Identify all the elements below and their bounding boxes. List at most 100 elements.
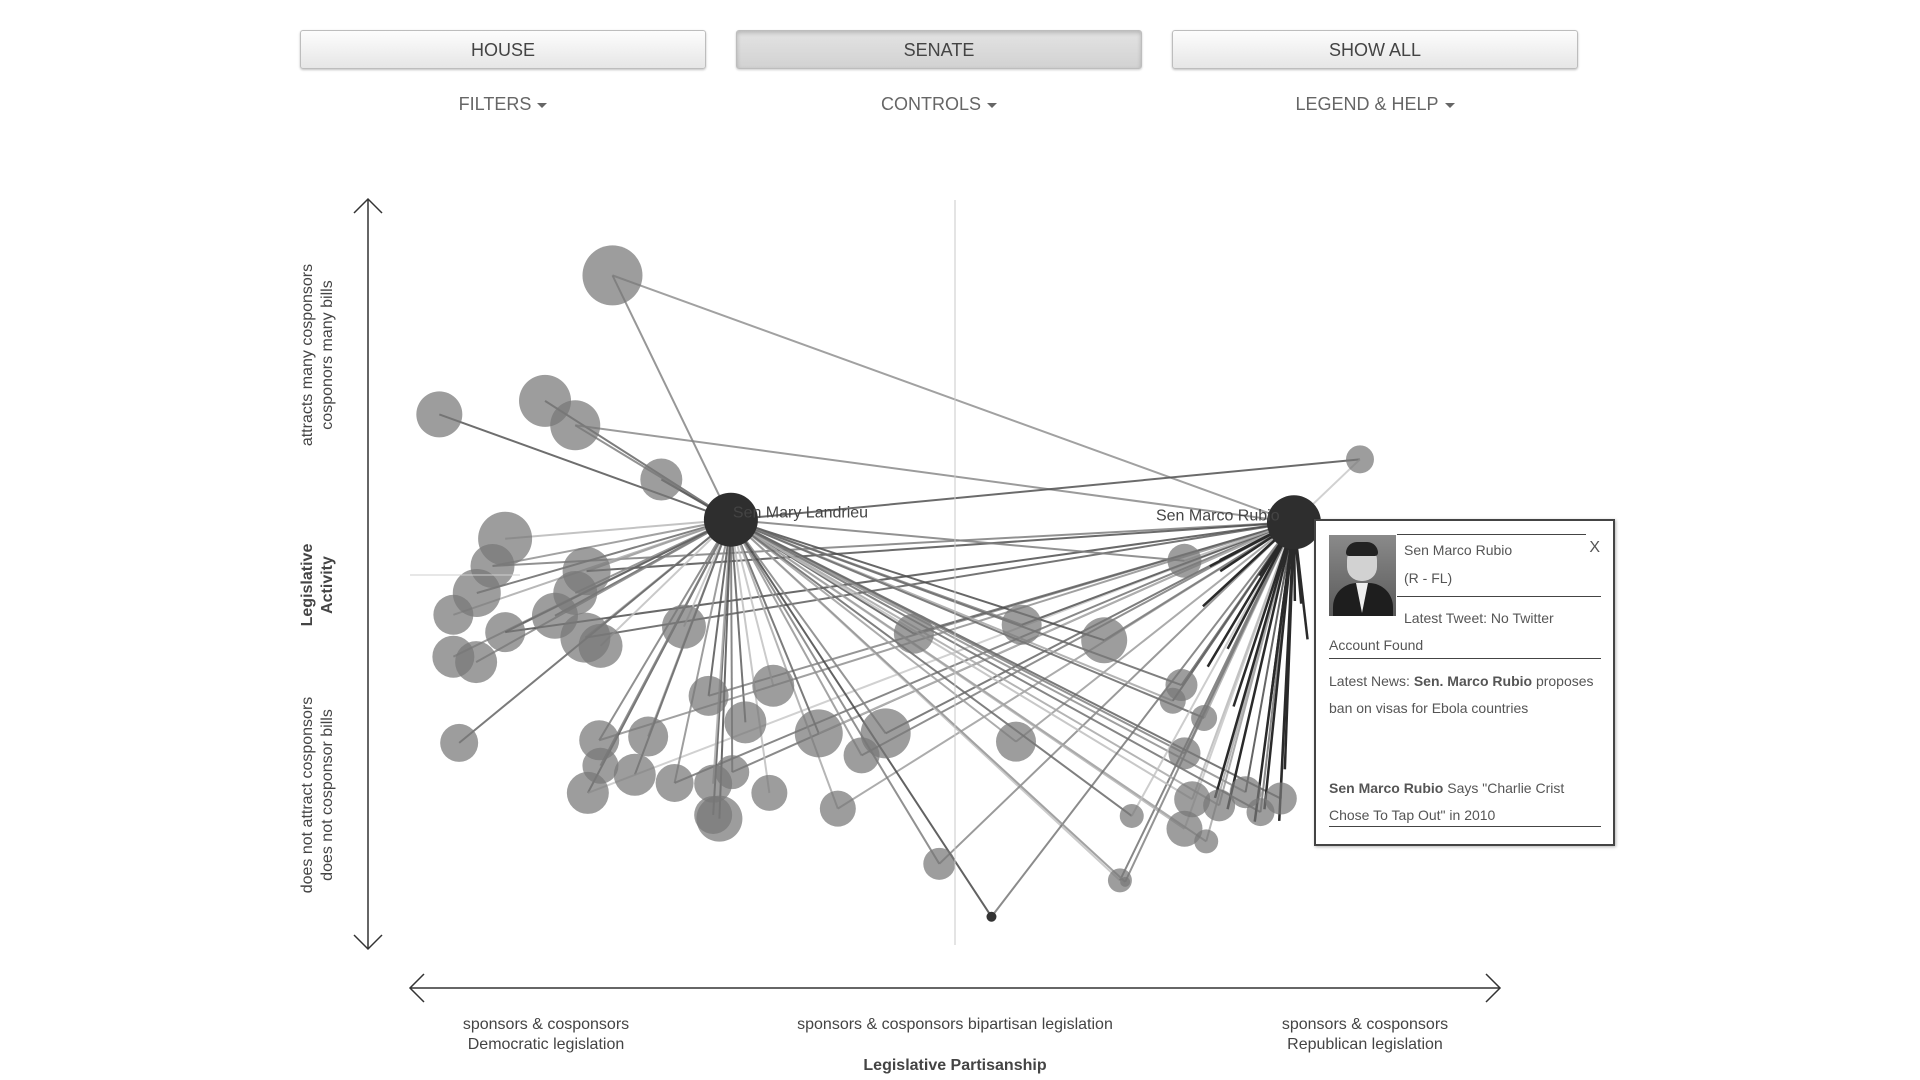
link-line bbox=[730, 518, 1185, 562]
caret-down-icon bbox=[1444, 102, 1455, 108]
member-dot bbox=[1166, 810, 1203, 847]
member-dot bbox=[1081, 617, 1128, 664]
filters-label: FILTERS bbox=[458, 94, 532, 114]
highlighted-member-dot bbox=[703, 492, 758, 547]
arrow-down-icon bbox=[353, 934, 383, 951]
member-dot bbox=[640, 458, 683, 501]
member-dot bbox=[1120, 876, 1131, 887]
link-line bbox=[730, 518, 1247, 794]
house-button[interactable]: HOUSE bbox=[300, 30, 706, 69]
link-line bbox=[611, 274, 732, 521]
link-line bbox=[990, 521, 1295, 918]
highlighted-member-dot bbox=[1266, 495, 1321, 550]
news-link[interactable]: proposes ban on visas for Ebola countrie… bbox=[1329, 673, 1594, 716]
link-line bbox=[730, 518, 1105, 642]
member-dot bbox=[661, 604, 706, 649]
filters-dropdown[interactable]: FILTERS bbox=[300, 94, 706, 115]
arrow-right-icon bbox=[1485, 973, 1502, 1003]
member-dot bbox=[455, 641, 498, 684]
link-line bbox=[730, 518, 1017, 743]
link-line bbox=[707, 519, 732, 696]
member-label: Sen Marco Rubio bbox=[1156, 507, 1280, 524]
legend-help-label: LEGEND & HELP bbox=[1295, 94, 1439, 114]
link-line bbox=[1015, 521, 1295, 743]
quote-link[interactable]: Says "Charlie Crist Chose To Tap Out" in… bbox=[1329, 780, 1565, 823]
arrow-left-icon bbox=[408, 973, 425, 1003]
link-line bbox=[612, 274, 1295, 524]
controls-dropdown[interactable]: CONTROLS bbox=[736, 94, 1142, 115]
member-dot bbox=[1001, 604, 1042, 645]
divider bbox=[1329, 658, 1601, 659]
member-label: Sen Mary Landrieu bbox=[733, 505, 868, 522]
member-dot bbox=[628, 716, 669, 757]
member-dot bbox=[996, 721, 1037, 762]
member-dot bbox=[715, 755, 750, 790]
link-line bbox=[712, 519, 732, 784]
member-dot bbox=[416, 391, 463, 438]
member-info-popup: Sen Marco Rubio X (R - FL) Latest Tweet:… bbox=[1314, 519, 1615, 846]
link-line bbox=[730, 519, 941, 865]
link-line bbox=[1232, 521, 1296, 707]
link-line bbox=[505, 518, 731, 540]
member-dot bbox=[1174, 781, 1211, 818]
legend-help-dropdown[interactable]: LEGEND & HELP bbox=[1172, 94, 1578, 115]
member-dot bbox=[1167, 543, 1202, 578]
member-dot bbox=[582, 245, 643, 306]
member-dot bbox=[819, 790, 856, 827]
axes: attracts many cosponsors cosponors many b… bbox=[299, 197, 1502, 1074]
member-dot bbox=[578, 623, 623, 668]
member-photo bbox=[1329, 535, 1396, 616]
link-line bbox=[730, 518, 1126, 883]
link-line bbox=[729, 519, 771, 794]
link-line bbox=[730, 518, 1133, 817]
quote-bold: Sen Marco Rubio bbox=[1329, 780, 1444, 796]
member-dots bbox=[416, 245, 1374, 922]
link-line bbox=[730, 458, 1361, 521]
link-line bbox=[1244, 522, 1295, 793]
member-dot bbox=[1194, 829, 1219, 854]
member-dot bbox=[485, 612, 526, 653]
link-line bbox=[1263, 522, 1296, 810]
link-line bbox=[599, 519, 732, 647]
show-all-button[interactable]: SHOW ALL bbox=[1172, 30, 1578, 69]
link-line bbox=[730, 518, 1205, 719]
x-left-label: Democratic legislation bbox=[468, 1036, 625, 1053]
link-line bbox=[729, 519, 820, 734]
link-line bbox=[730, 519, 863, 756]
link-line bbox=[438, 413, 732, 521]
member-dot bbox=[613, 753, 656, 796]
caret-down-icon bbox=[537, 102, 548, 108]
link-line bbox=[1021, 521, 1295, 626]
link-line bbox=[818, 521, 1295, 735]
y-top-label: attracts many cosponsors bbox=[299, 264, 316, 446]
x-left-label: sponsors & cosponsors bbox=[463, 1016, 629, 1033]
senate-button[interactable]: SENATE bbox=[736, 30, 1142, 69]
link-line bbox=[1206, 521, 1296, 668]
member-dot bbox=[1264, 782, 1297, 815]
link-line bbox=[1277, 522, 1296, 821]
member-dot bbox=[724, 701, 767, 744]
member-dot bbox=[893, 613, 934, 654]
x-right-label: sponsors & cosponsors bbox=[1282, 1016, 1448, 1033]
member-dot bbox=[688, 675, 729, 716]
link-line bbox=[505, 521, 1295, 634]
divider bbox=[1397, 534, 1586, 535]
link-line bbox=[575, 424, 1295, 524]
popup-quote: Sen Marco Rubio Says "Charlie Crist Chos… bbox=[1329, 775, 1599, 829]
link-line bbox=[730, 518, 1193, 801]
link-line bbox=[729, 519, 775, 687]
member-dot bbox=[440, 723, 479, 762]
member-dot bbox=[1191, 704, 1218, 731]
y-bottom-label: does not attract cosponsors bbox=[299, 697, 316, 894]
member-dot bbox=[655, 763, 694, 802]
close-popup-button[interactable]: X bbox=[1589, 539, 1600, 556]
link-line bbox=[729, 519, 839, 809]
member-dot bbox=[986, 911, 997, 922]
member-dot bbox=[1119, 803, 1144, 828]
y-bottom-label: does not cosponsor bills bbox=[319, 709, 336, 881]
link-line bbox=[938, 521, 1295, 865]
link-line bbox=[1226, 522, 1296, 810]
arrow-up-icon bbox=[353, 197, 383, 214]
link-line bbox=[730, 519, 887, 734]
